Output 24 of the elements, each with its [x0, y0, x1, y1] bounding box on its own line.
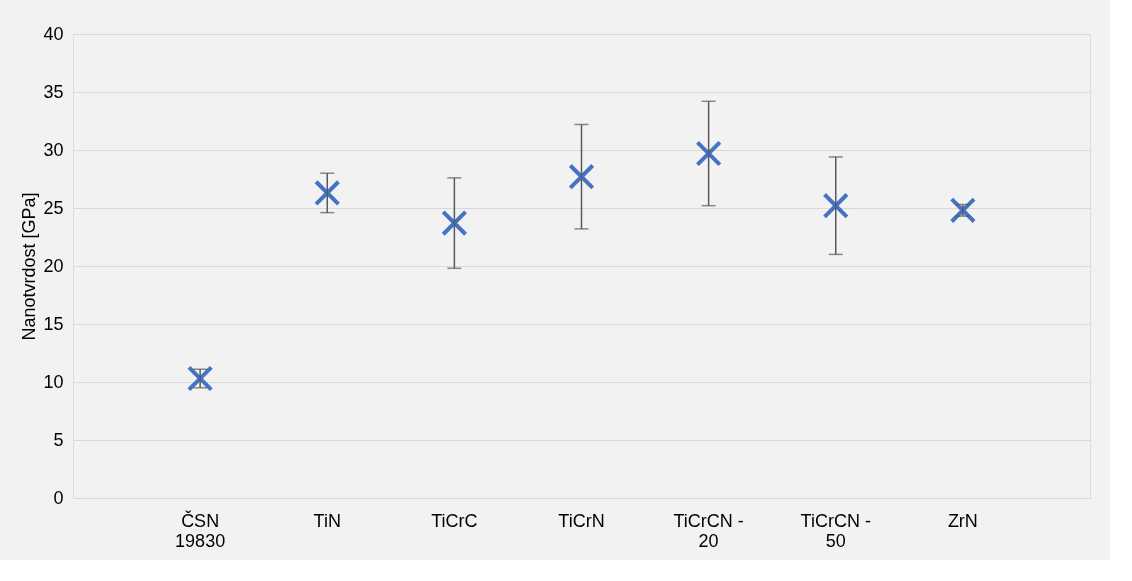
y-tick-label: 15	[43, 313, 64, 334]
y-tick-label: 5	[53, 429, 64, 450]
y-tick-label: 30	[43, 139, 64, 160]
point	[441, 209, 468, 237]
x-tick-label: TiCrCN - 50	[800, 510, 871, 551]
x-tick-label: ČSN 19830	[175, 509, 226, 551]
x-tick-label: TiCrCN - 20	[673, 510, 744, 551]
y-tick-label: 35	[43, 81, 64, 102]
point	[568, 163, 595, 190]
point	[186, 365, 214, 392]
y-tick-label: 25	[43, 197, 64, 218]
x-tick-label: TiCrC	[431, 510, 478, 531]
point	[695, 140, 722, 167]
y-tick-label: 20	[43, 255, 64, 276]
y-tick-label: 0	[53, 487, 64, 508]
x-tick-label: ZrN	[947, 510, 978, 531]
point	[822, 192, 849, 219]
y-axis-title: Nanotvrdost [GPa]	[19, 192, 40, 341]
y-tick-label: 40	[43, 23, 64, 44]
x-tick-label: TiN	[313, 510, 341, 531]
x-tick-label: TiCrN	[558, 510, 605, 531]
y-tick-label: 10	[43, 371, 64, 392]
point	[949, 197, 977, 224]
point	[314, 179, 341, 207]
